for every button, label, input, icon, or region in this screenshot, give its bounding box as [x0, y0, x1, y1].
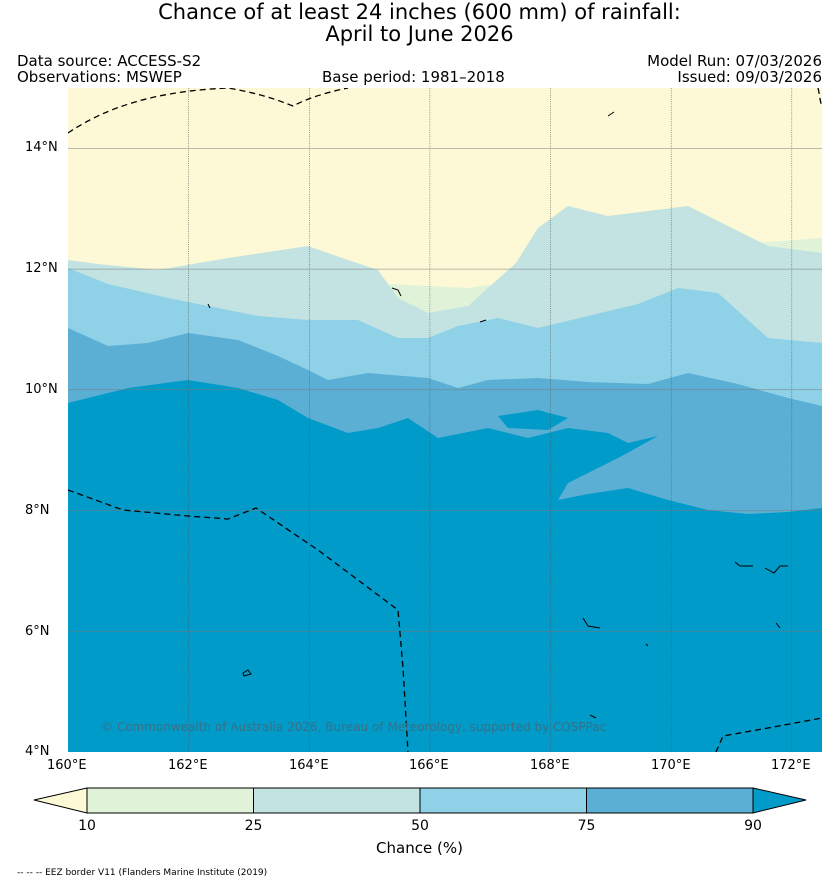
island [207, 303, 211, 309]
eez-borders [68, 88, 822, 752]
colorbar-arrow-low [33, 787, 88, 814]
island [734, 561, 753, 567]
lon-tick-170: 170°E [651, 758, 691, 773]
colorbar-segment-10-25 [86, 787, 254, 814]
gridlines-lat [68, 148, 822, 632]
eez-border-south [68, 489, 409, 752]
island [582, 617, 601, 629]
eez-footnote: -- -- -- EEZ border V11 (Flanders Marine… [17, 868, 268, 878]
lat-tick-4: 4°N [25, 744, 50, 759]
colorbar-segment-50-75 [419, 787, 587, 814]
island [391, 287, 402, 297]
colorbar-tick-75: 75 [577, 818, 596, 834]
lon-tick-168: 168°E [530, 758, 570, 773]
island [775, 622, 781, 629]
colorbar-tick-10: 10 [78, 818, 96, 834]
eez-border-southeast [715, 717, 822, 752]
lat-tick-10: 10°N [25, 382, 58, 397]
lon-tick-162: 162°E [168, 758, 208, 773]
band-above-90 [68, 380, 822, 752]
model-run: Model Run: 07/03/2026 [647, 52, 822, 70]
rainfall-map [68, 88, 822, 752]
lat-tick-14: 14°N [25, 140, 58, 155]
colorbar-arrow-high [752, 787, 807, 814]
lat-tick-8: 8°N [25, 503, 50, 518]
lat-tick-6: 6°N [25, 624, 50, 639]
map-title-line1: Chance of at least 24 inches (600 mm) of… [158, 0, 681, 24]
island [764, 565, 788, 574]
island [242, 669, 252, 677]
eez-border-north [68, 88, 349, 134]
copyright-credit: © Commonwealth of Australia 2026, Bureau… [101, 720, 607, 734]
island [479, 319, 487, 323]
base-period: Base period: 1981–2018 [322, 68, 505, 86]
gridlines [188, 88, 793, 752]
eez-border-northeast [817, 88, 822, 107]
islands [207, 111, 788, 719]
colorbar-tick-25: 25 [244, 818, 263, 834]
island [589, 714, 597, 719]
map-title-line2: April to June 2026 [325, 22, 514, 46]
observations: Observations: MSWEP [17, 68, 182, 86]
colorbar-segment-75-90 [586, 787, 754, 814]
lat-tick-12: 12°N [25, 261, 58, 276]
island [645, 643, 649, 647]
data-source: Data source: ACCESS-S2 [17, 52, 202, 70]
lon-tick-164: 164°E [289, 758, 329, 773]
colorbar-tick-90: 90 [744, 818, 762, 834]
colorbar [33, 787, 807, 814]
island [607, 111, 615, 117]
colorbar-label: Chance (%) [376, 839, 463, 857]
colorbar-segment-25-50 [253, 787, 421, 814]
issued-date: Issued: 09/03/2026 [677, 68, 822, 86]
colorbar-tick-50: 50 [411, 818, 429, 834]
lon-tick-160: 160°E [47, 758, 87, 773]
lon-tick-166: 166°E [409, 758, 449, 773]
lon-tick-172: 172°E [771, 758, 811, 773]
